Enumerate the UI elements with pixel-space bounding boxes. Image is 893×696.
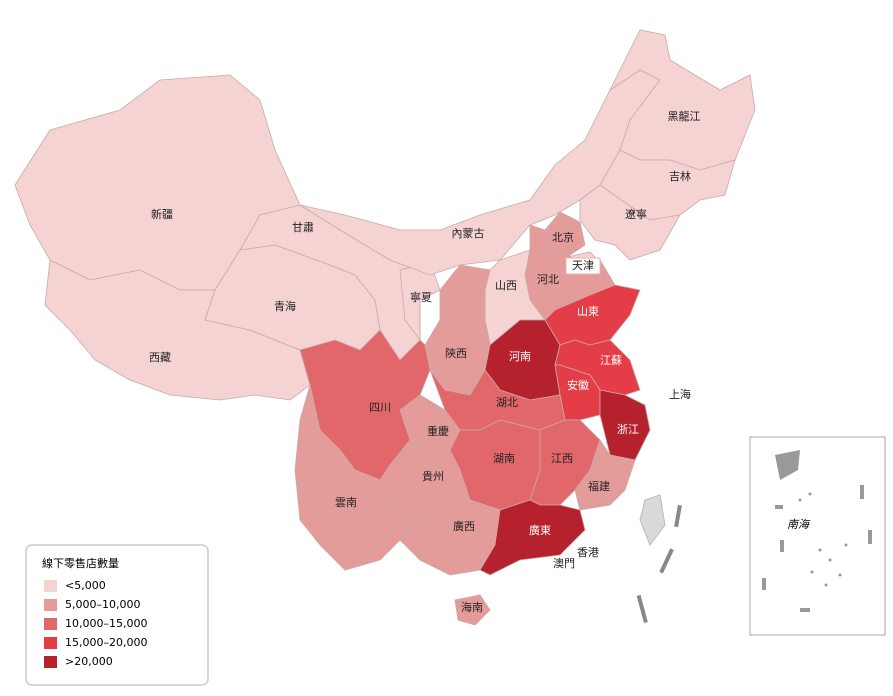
province-label: 山西 xyxy=(495,279,517,292)
province-label: 甘肅 xyxy=(292,221,314,234)
legend-swatch xyxy=(44,618,57,630)
province-label: 陝西 xyxy=(445,347,467,360)
province xyxy=(44,259,311,401)
province-label: 西藏 xyxy=(149,351,171,364)
legend-swatch xyxy=(44,656,57,668)
taiwan xyxy=(639,494,666,547)
province-label: 重慶 xyxy=(427,424,449,438)
province-label: 湖南 xyxy=(493,452,515,465)
province-label: 貴州 xyxy=(422,469,444,483)
label-box xyxy=(565,257,601,275)
province-label: 新疆 xyxy=(151,207,173,221)
legend-frame xyxy=(25,544,209,686)
province-label: 福建 xyxy=(588,479,610,493)
province-label: 海南 xyxy=(461,600,483,614)
legend-label: 10,000–15,000 xyxy=(65,617,147,630)
legend-label: <5,000 xyxy=(65,579,106,592)
province-label: 黑龍江 xyxy=(668,109,701,123)
province-label: 四川 xyxy=(369,401,391,414)
province-label: 河北 xyxy=(537,273,559,286)
province-label: 吉林 xyxy=(669,169,691,183)
province-label: 湖北 xyxy=(496,396,518,409)
province xyxy=(479,499,586,576)
province xyxy=(579,184,681,261)
legend-label: >20,000 xyxy=(65,655,113,668)
legend-label: 15,000–20,000 xyxy=(65,636,147,649)
province-label: 北京 xyxy=(552,230,574,244)
legend-swatch xyxy=(44,637,57,649)
province-label: 安徽 xyxy=(567,378,589,392)
legend-swatch xyxy=(44,580,57,592)
province xyxy=(599,389,651,461)
province-label: 青海 xyxy=(274,299,296,313)
province-label: 浙江 xyxy=(617,423,639,436)
province-label: 寧夏 xyxy=(410,290,432,304)
province-label: 河南 xyxy=(509,350,531,363)
province-label: 雲南 xyxy=(335,496,357,509)
province-label: 遼寧 xyxy=(625,207,647,221)
province xyxy=(544,211,586,256)
province-label: 上海 xyxy=(669,387,691,401)
province xyxy=(574,439,636,511)
sea-borders xyxy=(636,504,682,624)
province-label: 廣西 xyxy=(453,519,475,533)
province-label: 廣東 xyxy=(529,523,551,537)
province-label: 江西 xyxy=(551,452,573,465)
province-label: 天津 xyxy=(572,259,594,272)
province xyxy=(454,594,491,626)
inset-frame xyxy=(749,436,886,636)
inset-islands xyxy=(762,450,872,612)
province-label: 香港 xyxy=(577,546,599,559)
province-label: 內蒙古 xyxy=(452,227,485,240)
legend-label: 5,000–10,000 xyxy=(65,598,140,611)
legend-swatch xyxy=(44,599,57,611)
legend-title: 線下零售店數量 xyxy=(42,556,119,570)
inset-label: 南海 xyxy=(787,518,811,531)
province-label: 澳門 xyxy=(553,557,575,570)
province-label: 江蘇 xyxy=(600,354,622,367)
province-label: 山東 xyxy=(577,305,599,318)
